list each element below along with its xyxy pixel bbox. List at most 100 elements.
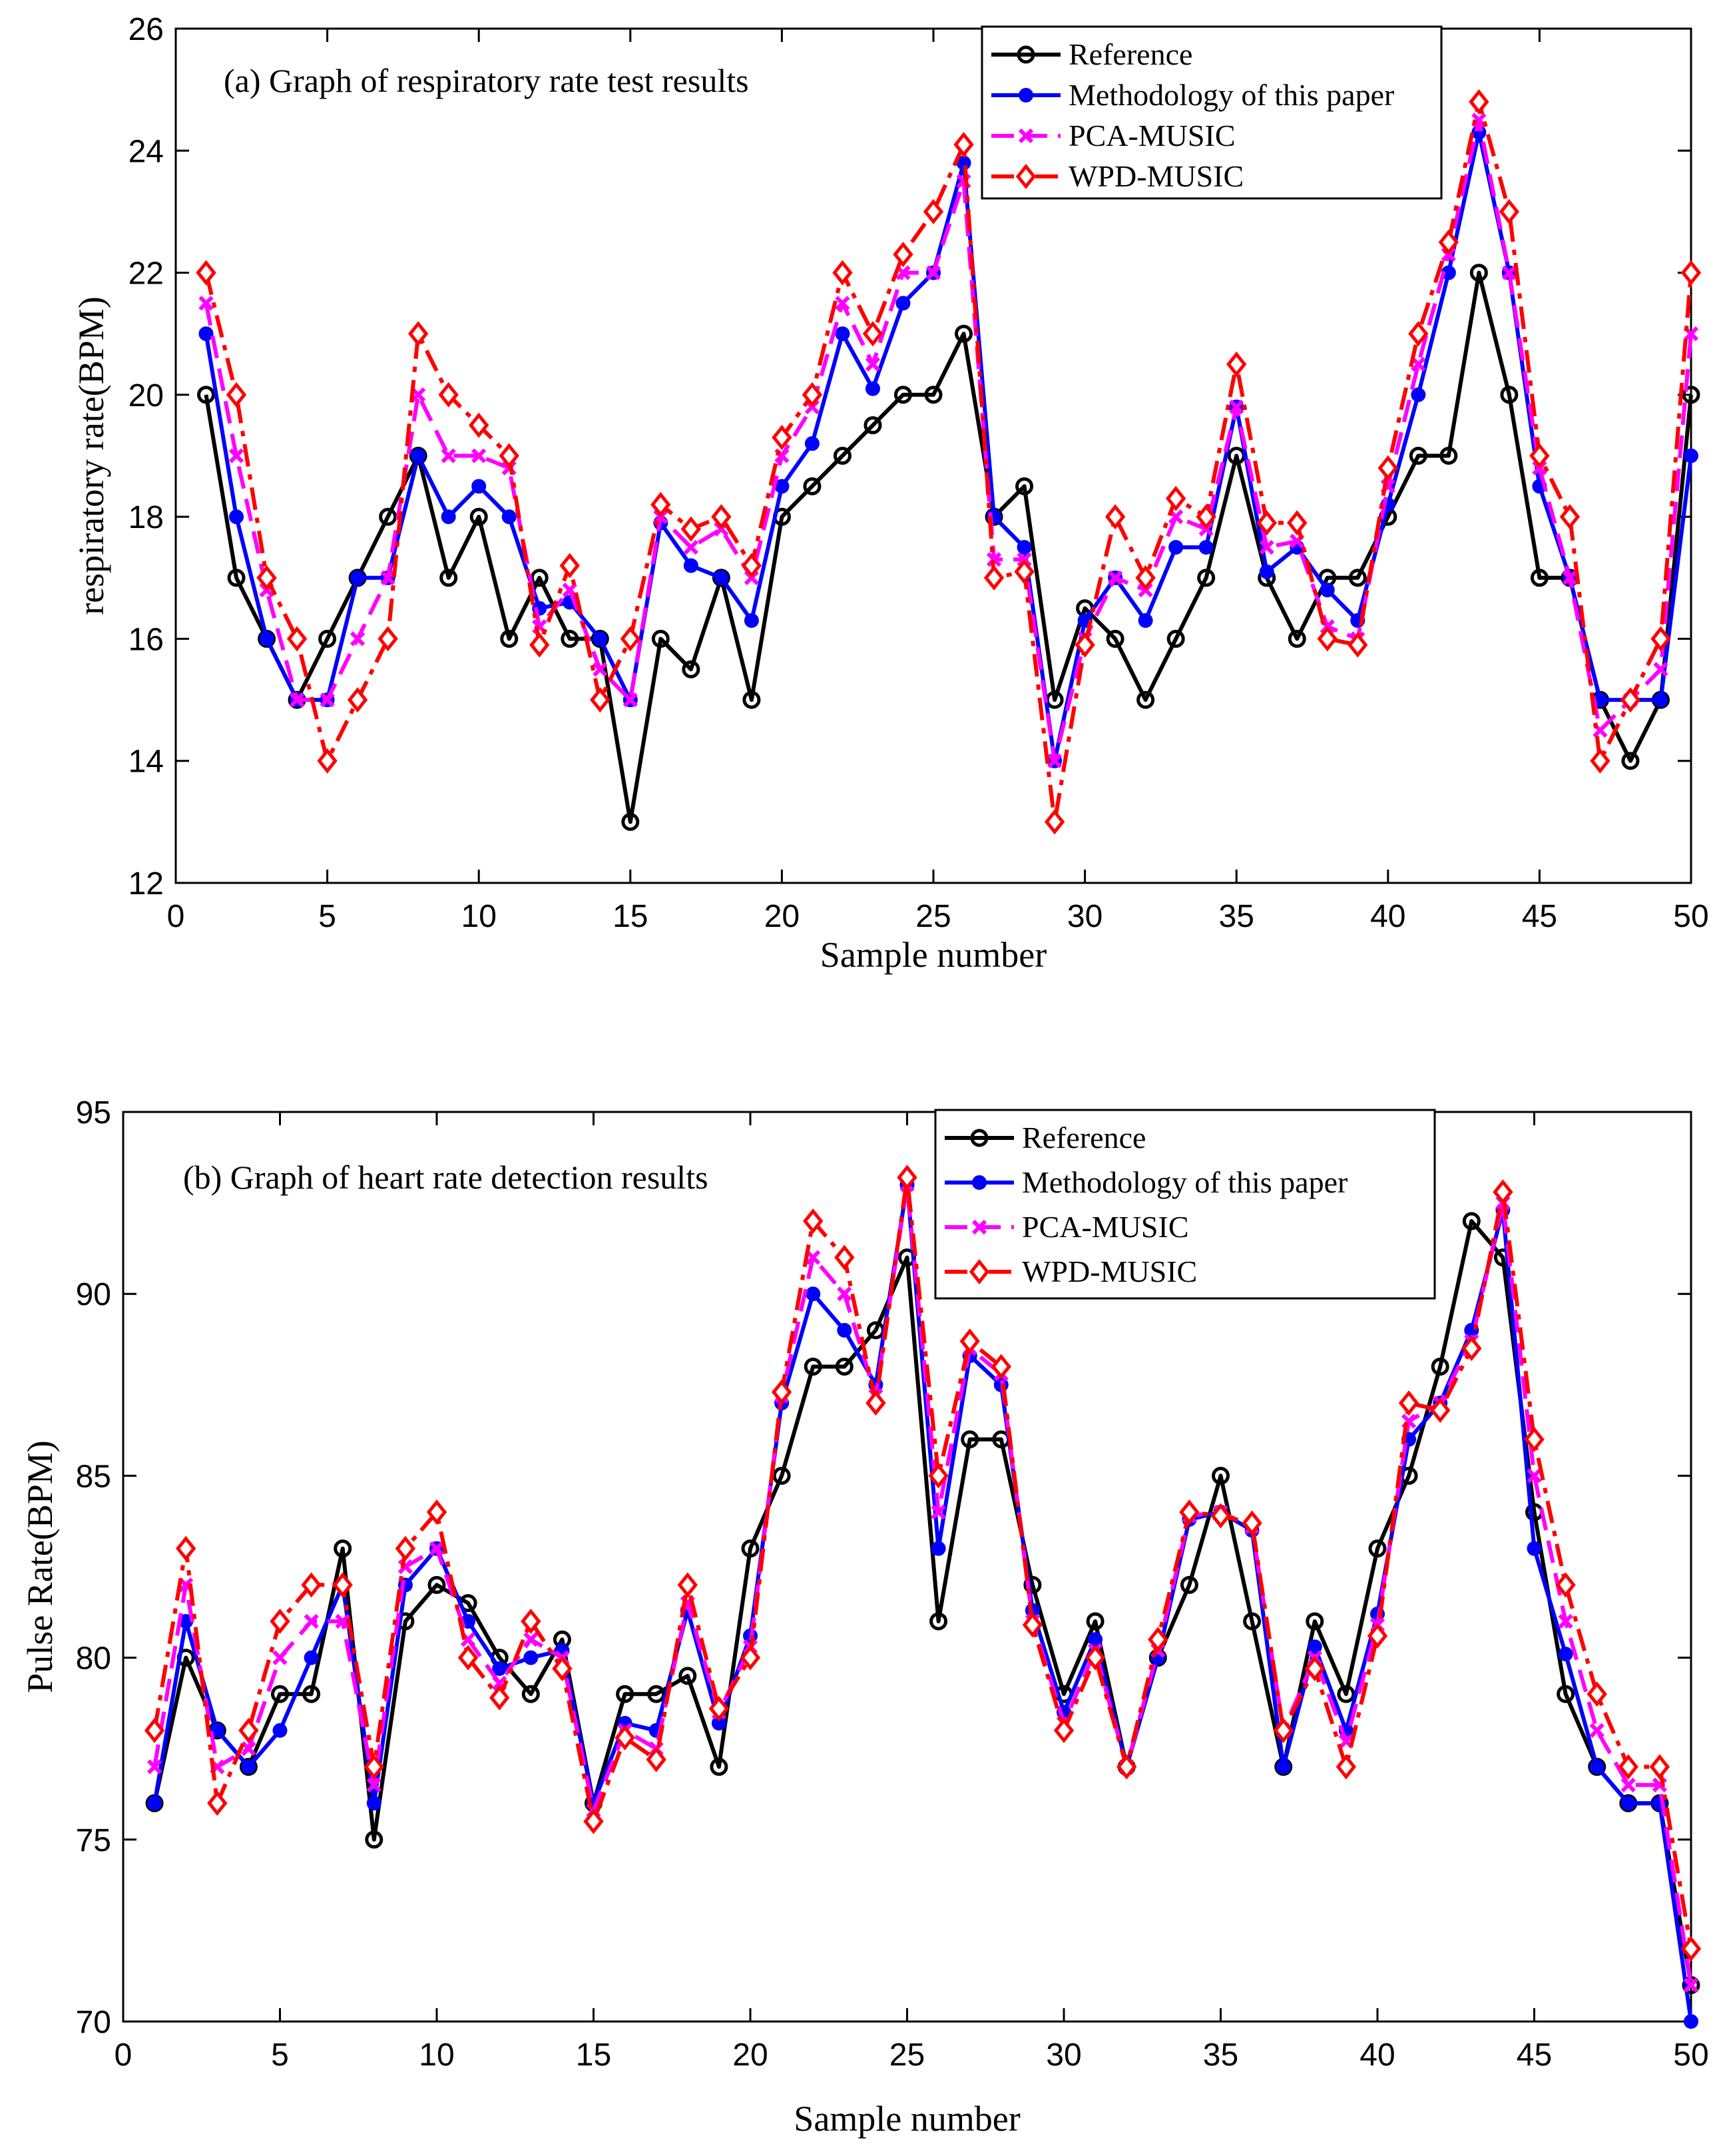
wpd-music-point-31	[1105, 504, 1126, 530]
reference-point-24	[893, 386, 912, 404]
methodology-of-this-paper-point-37	[1276, 1759, 1291, 1774]
reference-point-25	[924, 386, 943, 404]
wpd-music-point-7	[332, 1572, 353, 1598]
pca-music-point-10	[471, 448, 487, 463]
reference-point-31	[1106, 629, 1124, 648]
x-tick-label: 25	[889, 2037, 925, 2073]
reference-point-22	[804, 1357, 822, 1376]
pca-music-point-44	[1501, 265, 1517, 280]
pca-music-point-23	[837, 1286, 852, 1302]
reference-point-5	[271, 1685, 289, 1703]
reference-point-42	[1439, 447, 1458, 465]
wpd-music-point-10	[426, 1499, 447, 1525]
legend-label-methodology-of-this-paper: Methodology of this paper	[1069, 78, 1394, 112]
wpd-music-point-15	[620, 626, 641, 652]
wpd-music-point-20	[772, 425, 792, 451]
x-tick-label: 40	[1370, 899, 1405, 934]
y-tick-label: 16	[128, 622, 164, 657]
pca-music-point-49	[1653, 662, 1668, 677]
methodology-of-this-paper-point-28	[1017, 539, 1032, 555]
methodology-of-this-paper-point-17	[683, 558, 698, 573]
methodology-of-this-paper-point-26	[931, 1541, 946, 1556]
methodology-of-this-paper-point-24	[895, 296, 911, 311]
methodology-of-this-paper-point-8	[411, 448, 426, 463]
reference-point-22	[833, 447, 852, 465]
wpd-music-point-35	[1210, 1503, 1231, 1529]
x-tick-label: 40	[1359, 2037, 1395, 2073]
reference-point-26	[929, 1612, 948, 1631]
pca-music-point-46	[1562, 570, 1578, 585]
methodology-of-this-paper-point-11	[501, 509, 517, 525]
reference-point-39	[1348, 569, 1367, 587]
y-tick-label: 26	[128, 12, 164, 47]
pca-music-point-6	[350, 631, 366, 647]
pca-music-point-25	[925, 265, 941, 280]
series-line-pca-music	[204, 118, 1693, 763]
wpd-music-point-2	[226, 382, 247, 407]
series-line-reference	[204, 270, 1693, 824]
methodology-of-this-paper-point-48	[1620, 1796, 1636, 1811]
wpd-music-point-41	[1408, 321, 1429, 347]
legend-label-reference: Reference	[1069, 37, 1192, 71]
wpd-music-point-5	[270, 1608, 290, 1634]
wpd-music-point-21	[802, 382, 823, 407]
wpd-music-point-37	[1287, 510, 1308, 536]
wpd-music-point-13	[521, 1608, 541, 1634]
methodology-of-this-paper-point-12	[492, 1661, 507, 1676]
wpd-music-point-40	[1377, 455, 1399, 481]
methodology-of-this-paper-point-45	[1527, 1541, 1542, 1556]
wpd-music-point-32	[1135, 565, 1156, 591]
pca-music-point-17	[683, 539, 698, 555]
pca-music-point-48	[1620, 1777, 1636, 1792]
reference-point-1	[197, 386, 216, 404]
wpd-music-point-42	[1429, 1398, 1451, 1424]
reference-point-21	[803, 477, 822, 495]
wpd-music-point-14	[590, 687, 611, 713]
wpd-music-point-11	[499, 443, 519, 469]
pca-music-point-4	[289, 692, 305, 708]
chart-respiratory-rate: 0 5 10 15 20 25 30 35 40 45 50 12 14 16 18 20 22 24 26 Samp…	[71, 12, 1709, 975]
wpd-music-point-47	[1587, 1681, 1607, 1707]
reference-point-44	[1500, 386, 1519, 404]
wpd-music-point-16	[615, 1725, 635, 1751]
methodology-of-this-paper-point-22	[806, 1286, 821, 1302]
reference-point-16	[651, 629, 670, 648]
reference-point-31	[1086, 1612, 1105, 1631]
y-tick-label: 90	[76, 1277, 111, 1312]
legend-box	[934, 1109, 1436, 1300]
wpd-music-point-38	[1317, 626, 1338, 652]
wpd-music-point-19	[741, 553, 762, 579]
chart-title: (a) Graph of respiratory rate test resul…	[224, 62, 749, 99]
legend-label-wpd-music: WPD-MUSIC	[1022, 1254, 1197, 1288]
y-axis-label: respiratory rate(BPM)	[71, 296, 111, 615]
reference-point-46	[1557, 1685, 1575, 1703]
methodology-of-this-paper-point-50	[1684, 448, 1698, 463]
pca-music-point-23	[865, 356, 881, 372]
pca-music-point-9	[441, 448, 456, 463]
reference-point-9	[439, 569, 458, 587]
legend: Reference Methodology of this paper PCA-MU…	[981, 25, 1443, 200]
pca-music-point-29	[1047, 753, 1063, 768]
reference-point-7	[379, 507, 397, 526]
wpd-music-point-4	[238, 1717, 259, 1743]
chart-heart-rate: 0 5 10 15 20 25 30 35 40 45 50 70 75 80 85 90 95 Sample n…	[20, 1095, 1709, 2139]
wpd-music-point-23	[862, 321, 883, 347]
legend-label-methodology-of-this-paper: Methodology of this paper	[1022, 1165, 1348, 1199]
pca-music-point-14	[593, 662, 608, 677]
reference-point-19	[742, 690, 761, 709]
methodology-of-this-paper-point-1	[147, 1796, 162, 1811]
wpd-music-point-12	[489, 1685, 510, 1711]
wpd-music-point-6	[301, 1572, 322, 1598]
series-reference	[197, 264, 1700, 831]
x-tick-label: 10	[419, 2037, 454, 2073]
wpd-music-point-37	[1273, 1717, 1294, 1743]
methodology-of-this-paper-point-3	[210, 1723, 225, 1738]
legend-marker-methodology-of-this-paper-point-2	[972, 1175, 987, 1190]
reference-point-8	[365, 1830, 383, 1849]
y-tick-label: 12	[128, 866, 164, 902]
pca-music-point-10	[429, 1541, 445, 1556]
reference-point-38	[1306, 1612, 1324, 1631]
x-tick-label: 30	[1046, 2037, 1081, 2073]
pca-music-point-15	[622, 692, 638, 708]
